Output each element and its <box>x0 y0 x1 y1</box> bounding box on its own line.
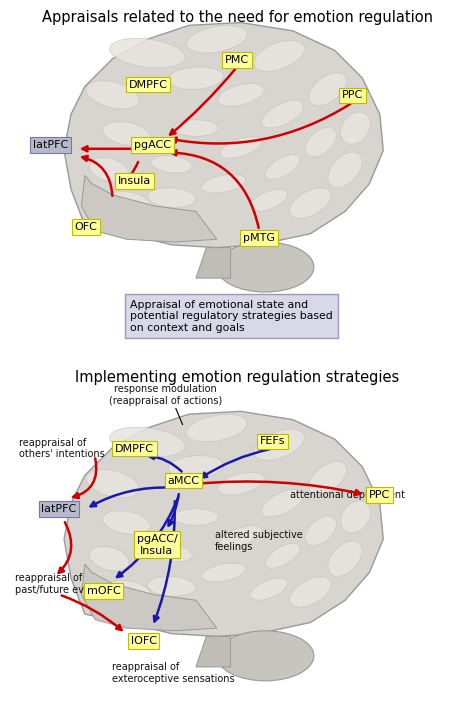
Ellipse shape <box>254 429 304 460</box>
Text: Appraisals related to the need for emotion regulation: Appraisals related to the need for emoti… <box>42 10 432 25</box>
Ellipse shape <box>341 501 370 533</box>
Ellipse shape <box>341 112 370 144</box>
Text: latPFC: latPFC <box>33 140 68 150</box>
Ellipse shape <box>328 152 362 188</box>
Ellipse shape <box>220 137 262 158</box>
Ellipse shape <box>202 175 246 193</box>
Ellipse shape <box>90 157 129 182</box>
Ellipse shape <box>109 38 185 68</box>
Text: aMCC: aMCC <box>168 476 200 486</box>
Text: OFC: OFC <box>74 222 97 232</box>
Ellipse shape <box>328 541 362 576</box>
Text: reappraisal of
exteroceptive sensations: reappraisal of exteroceptive sensations <box>112 662 235 684</box>
Polygon shape <box>82 564 217 631</box>
Text: latPFC: latPFC <box>41 504 77 514</box>
Text: Appraisal of emotional state and
potential regulatory strategies based
on contex: Appraisal of emotional state and potenti… <box>130 300 333 333</box>
Text: reappraisal of
others' intentions: reappraisal of others' intentions <box>19 438 105 459</box>
Ellipse shape <box>250 578 288 600</box>
Ellipse shape <box>102 580 151 604</box>
Ellipse shape <box>265 544 300 568</box>
Text: Implementing emotion regulation strategies: Implementing emotion regulation strategi… <box>75 370 399 386</box>
Ellipse shape <box>151 544 192 562</box>
Ellipse shape <box>305 516 337 546</box>
Ellipse shape <box>262 490 304 517</box>
Ellipse shape <box>218 472 264 495</box>
Ellipse shape <box>86 469 139 497</box>
Ellipse shape <box>186 25 247 53</box>
Ellipse shape <box>103 122 150 146</box>
Text: DMPFC: DMPFC <box>115 443 154 453</box>
Ellipse shape <box>147 577 196 596</box>
Ellipse shape <box>103 510 150 534</box>
Ellipse shape <box>305 127 337 157</box>
Ellipse shape <box>254 40 304 71</box>
Text: reappraisal of
past/future events: reappraisal of past/future events <box>15 573 105 595</box>
Ellipse shape <box>86 81 139 109</box>
Text: lOFC: lOFC <box>131 636 156 646</box>
Text: FEFs: FEFs <box>260 436 285 446</box>
Ellipse shape <box>218 84 264 106</box>
Ellipse shape <box>90 547 129 571</box>
Ellipse shape <box>109 427 185 456</box>
Text: Insula: Insula <box>118 176 151 186</box>
Ellipse shape <box>168 456 224 478</box>
Polygon shape <box>196 248 230 278</box>
Ellipse shape <box>290 188 331 218</box>
Ellipse shape <box>262 100 304 128</box>
Ellipse shape <box>173 120 219 136</box>
Ellipse shape <box>290 577 331 607</box>
Ellipse shape <box>265 155 300 180</box>
Ellipse shape <box>102 191 151 214</box>
Ellipse shape <box>309 73 346 105</box>
Text: PMC: PMC <box>225 55 249 65</box>
Text: altered subjective
feelings: altered subjective feelings <box>215 531 302 552</box>
Ellipse shape <box>220 526 262 547</box>
Text: pMTG: pMTG <box>243 232 275 243</box>
Ellipse shape <box>217 631 314 681</box>
Polygon shape <box>64 412 383 636</box>
Ellipse shape <box>202 563 246 582</box>
Text: attentional deployment: attentional deployment <box>291 490 405 500</box>
Text: PPC: PPC <box>369 490 390 500</box>
Text: DMPFC: DMPFC <box>128 79 167 90</box>
Ellipse shape <box>147 188 196 207</box>
Text: mOFC: mOFC <box>87 586 120 596</box>
Text: pgACC/
Insula: pgACC/ Insula <box>137 534 177 555</box>
Ellipse shape <box>151 155 192 173</box>
Polygon shape <box>64 22 383 248</box>
Ellipse shape <box>186 414 247 442</box>
Text: response modulation
(reappraisal of actions): response modulation (reappraisal of acti… <box>109 384 222 406</box>
Polygon shape <box>196 636 230 667</box>
Ellipse shape <box>168 67 224 90</box>
Polygon shape <box>82 175 217 242</box>
Text: PPC: PPC <box>342 90 363 100</box>
Ellipse shape <box>250 189 288 212</box>
Text: pgACC: pgACC <box>134 140 171 150</box>
Ellipse shape <box>309 461 346 495</box>
Ellipse shape <box>217 242 314 292</box>
Ellipse shape <box>173 508 219 526</box>
